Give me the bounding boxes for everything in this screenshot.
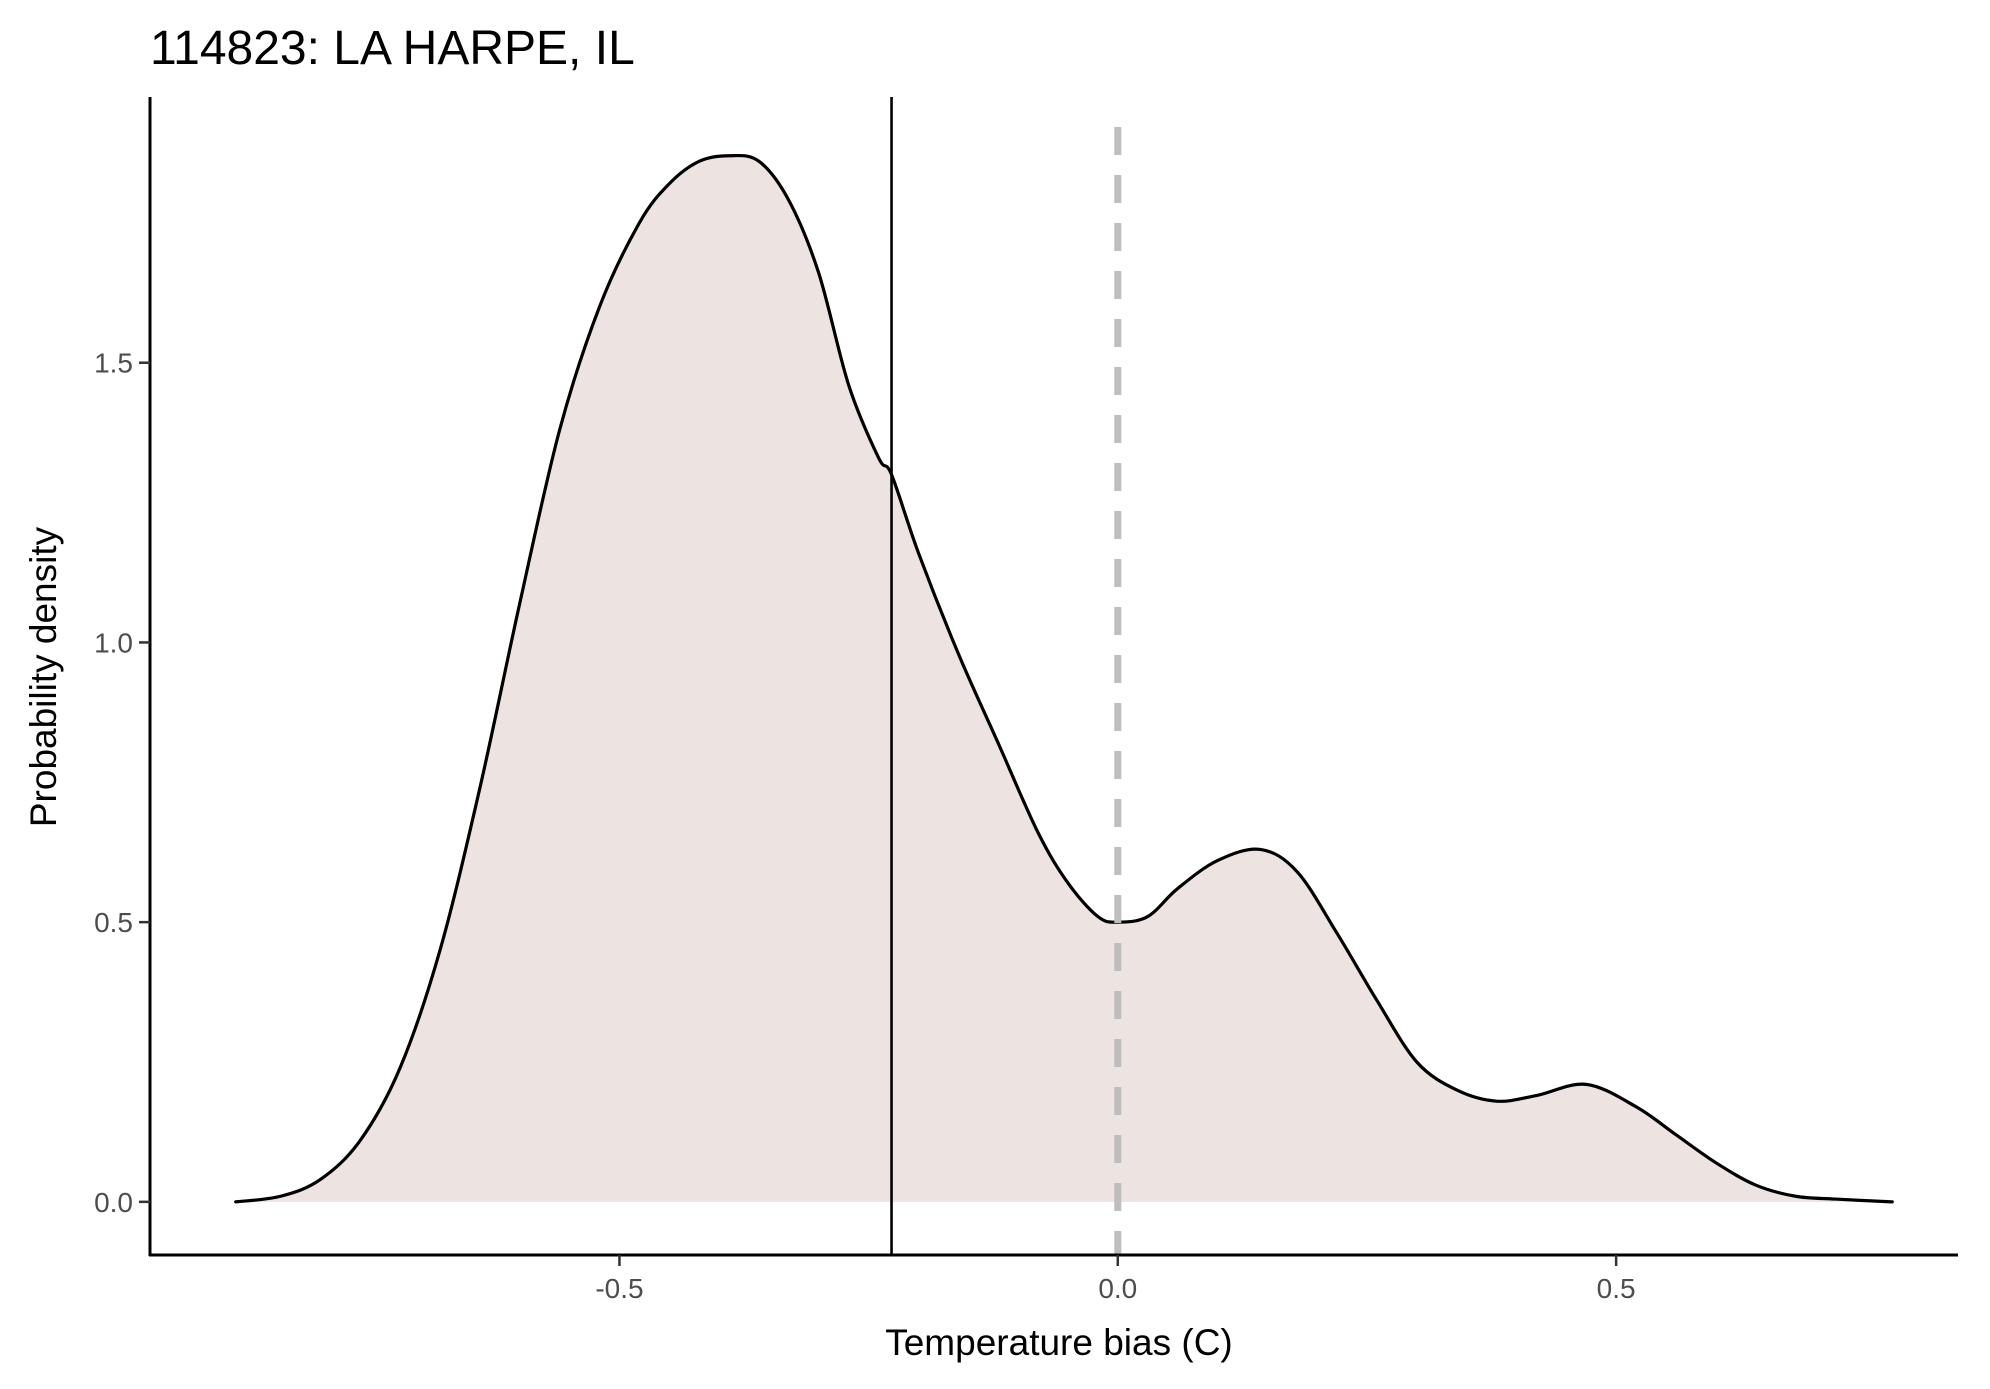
chart-title: 114823: LA HARPE, IL (150, 22, 635, 75)
y-tick-label: 1.5 (94, 348, 133, 379)
y-tick-label: 0.0 (94, 1187, 133, 1218)
density-area-fill (235, 155, 1893, 1202)
x-axis-title: Temperature bias (C) (885, 1322, 1233, 1363)
density-curve (234, 153, 1894, 1204)
y-axis-title: Probability density (23, 526, 64, 827)
y-tick-label: 1.0 (94, 627, 133, 658)
x-tick-label: 0.0 (1098, 1273, 1137, 1304)
x-tick-label: -0.5 (595, 1273, 643, 1304)
x-tick-label: 0.5 (1597, 1273, 1636, 1304)
y-tick-label: 0.5 (94, 907, 133, 938)
plot-area: -0.5 0.0 0.5 0.0 0.5 1.0 1.5 (94, 97, 1958, 1304)
